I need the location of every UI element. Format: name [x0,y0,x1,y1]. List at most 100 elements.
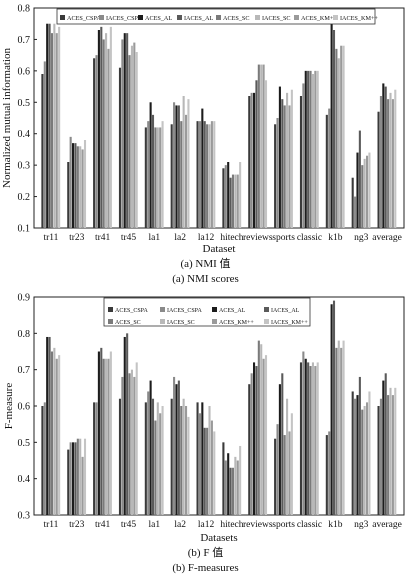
fm-bar [126,333,129,515]
f-measure-chart-panel: 0.3 0.4 0.5 0.6 0.7 0.8 0.9 F-measure Datasets tr… [0,289,411,578]
nmi-bar [109,26,112,228]
nmi-bar [231,174,235,228]
fm-bar [377,406,380,515]
nmi-y-tick-label: 0.4 [18,129,31,140]
fm-bar [100,347,103,515]
nmi-bar [144,127,147,228]
nmi-legend-swatch [60,15,65,20]
fm-bar [198,413,201,515]
fm-bar [304,358,307,515]
fm-legend-swatch [264,307,269,312]
nmi-bar [299,96,303,228]
nmi-bar [53,23,56,229]
fm-bar [182,398,185,515]
nmi-bar [180,121,183,228]
fm-bar [109,351,112,515]
fm-bar [250,373,253,515]
nmi-bar [196,121,199,228]
fm-x-tick-label: average [372,520,402,530]
nmi-bar [281,99,284,229]
fm-legend-label: ACES_KM++ [219,320,254,326]
fm-bar [118,398,122,515]
nmi-legend-swatch [177,15,182,20]
fm-bar [222,442,225,515]
nmi-bar [69,136,72,228]
nmi-bar [250,92,253,228]
fm-bar [95,402,98,515]
nmi-legend-label: IACES_AL [184,15,213,22]
fm-legend-label: ACES_AL [219,308,246,314]
fm-bar [210,420,213,515]
f-measure-bar-chart: 0.3 0.4 0.5 0.6 0.7 0.8 0.9 F-measure Datasets tr… [3,293,405,544]
nmi-bar [384,86,387,228]
fm-x-tick-label: la2 [174,520,186,530]
nmi-bar [161,121,164,228]
nmi-bar [379,96,382,228]
fm-legend-swatch [108,307,113,312]
nmi-bar [302,83,305,228]
fm-bar [121,376,124,515]
nmi-bar [126,33,129,229]
fm-bar [50,351,54,515]
nmi-bar [304,70,307,228]
fm-legend-label: IACES_CSPA [167,308,202,314]
fm-bar [307,362,310,515]
fm-bar [173,376,176,515]
fm-bar [184,406,188,515]
fm-bar [262,358,265,515]
nmi-bar [182,96,185,228]
nmi-legend-label: IACES_CSPA [106,15,142,22]
nmi-bar [391,99,394,229]
nmi-bar [130,45,133,228]
nmi-bar [253,92,256,228]
fm-bar [290,413,293,515]
nmi-bar [262,64,265,228]
fm-bar [302,351,305,515]
nmi-bar [361,165,364,228]
nmi-bar [175,105,178,228]
fm-legend-label: ACES_SC [115,320,141,326]
nmi-bar [107,48,110,228]
fm-legend-label: IACES_SC [167,320,195,326]
nmi-bar [210,121,213,228]
fm-legend-box [103,297,311,327]
nmi-bar [170,124,173,228]
fm-bar [46,336,49,515]
nmi-bar [222,168,225,228]
fm-bar [234,456,237,515]
fm-bar [149,380,152,515]
fm-bar [394,387,397,515]
nmi-bar [154,127,157,228]
nmi-x-tick-label: la1 [149,233,161,243]
nmi-x-tick-label: tr23 [69,233,85,243]
fm-bar [67,449,70,515]
fm-bar [356,395,359,515]
fm-bar [102,358,105,515]
fm-bar [154,420,157,515]
fm-bar [384,373,387,515]
nmi-bar [198,121,201,228]
fm-bar [187,416,190,515]
fm-bar [340,347,343,515]
nmi-bar [118,67,122,228]
fm-bar [83,438,87,515]
nmi-bar [358,130,361,228]
nmi-bar [356,152,359,228]
nmi-bar [43,61,46,228]
fm-x-tick-label: k1b [328,520,343,530]
fm-x-tick-label: classic [297,520,322,530]
fm-bar [76,438,79,515]
fm-bar [147,391,150,515]
nmi-bar [365,155,369,228]
fm-bar [177,380,180,515]
nmi-bar [309,70,312,228]
nmi-bar [332,30,336,228]
fm-bar [311,362,314,515]
nmi-bar [377,111,380,228]
nmi-bar [288,105,291,228]
fm-bar [151,398,155,515]
nmi-bar [201,108,204,228]
fm-bar [358,376,361,515]
fm-bar [316,362,319,515]
fm-y-tick-label: 0.7 [18,365,31,376]
